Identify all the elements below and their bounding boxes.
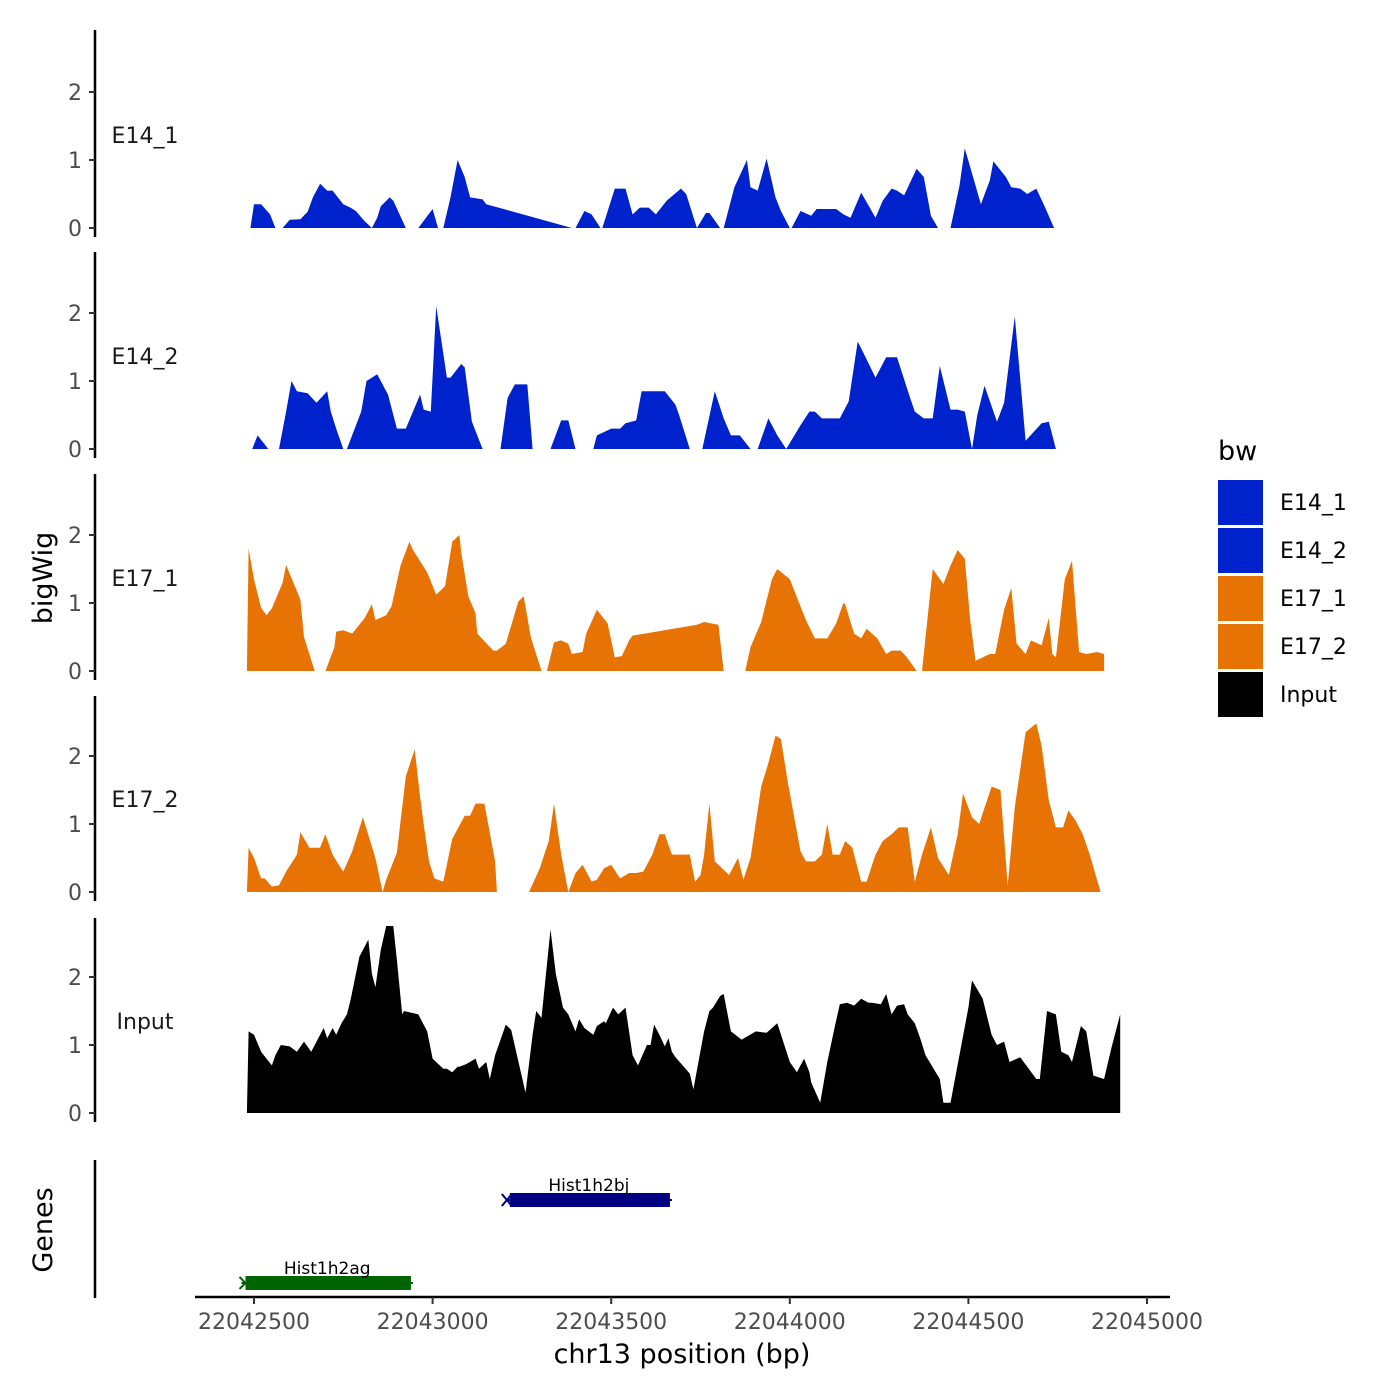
gene-strand-marker-Hist1h2ag [238, 1276, 247, 1290]
y-tick-label-Input-0: 0 [68, 1102, 82, 1127]
legend-key-E14_2 [1218, 528, 1263, 573]
y-tick-label-E14_2-0: 0 [68, 438, 82, 463]
legend-label-E17_1: E17_1 [1280, 587, 1347, 612]
signal-area-E14_2 [246, 306, 1097, 449]
legend-title: bw [1218, 436, 1257, 467]
y-tick-label-Input-2: 2 [68, 966, 82, 991]
y-tick-label-E17_1-1: 1 [68, 592, 82, 617]
legend-key-E14_1 [1218, 480, 1263, 525]
legend: bw E14_1 E14_2 E17_1 E17_2 Input [1218, 436, 1347, 717]
legend-label-Input: Input [1280, 683, 1337, 708]
y-tick-label-Input-1: 1 [68, 1034, 82, 1059]
track-label-E14_2: E14_2 [112, 345, 179, 370]
track-E14_1: 0 1 2 E14_1 [68, 30, 1087, 242]
x-tick-label-22042500: 22042500 [198, 1310, 310, 1335]
legend-key-E17_2 [1218, 624, 1263, 669]
gene-Hist1h2bj: Hist1h2bj [501, 1176, 672, 1207]
genes-axis-title: Genes [28, 1187, 59, 1272]
y-tick-label-E17_1-2: 2 [68, 524, 82, 549]
x-tick-label-22043500: 22043500 [555, 1310, 667, 1335]
track-E17_2: 0 1 2 E17_2 [68, 696, 1101, 906]
track-label-E17_1: E17_1 [112, 567, 179, 592]
legend-label-E14_1: E14_1 [1280, 491, 1347, 516]
legend-key-E17_1 [1218, 576, 1263, 621]
legend-label-E17_2: E17_2 [1280, 635, 1347, 660]
y-tick-label-E14_1-2: 2 [68, 81, 82, 106]
x-axis: 22042500 22043000 22043500 22044000 22044500… [195, 1295, 1203, 1335]
x-tick-label-22044000: 22044000 [734, 1310, 846, 1335]
track-E14_2: 0 1 2 E14_2 [68, 252, 1097, 463]
x-tick-label-22045000: 22045000 [1091, 1310, 1203, 1335]
y-tick-label-E17_1-0: 0 [68, 660, 82, 685]
x-tick-label-22044500: 22044500 [912, 1310, 1024, 1335]
y-tick-label-E14_1-1: 1 [68, 149, 82, 174]
gene-body-Hist1h2bj [509, 1193, 670, 1207]
y-tick-label-E17_2-0: 0 [68, 881, 82, 906]
legend-key-Input [1218, 672, 1263, 717]
track-Input: 0 1 2 Input [68, 918, 1121, 1127]
signal-area-E14_1 [250, 148, 1087, 228]
y-tick-label-E14_1-0: 0 [68, 217, 82, 242]
y-tick-label-E17_2-2: 2 [68, 745, 82, 770]
genes-panel: Hist1h2bj Hist1h2ag [93, 1160, 672, 1298]
track-label-Input: Input [117, 1010, 174, 1035]
signal-area-Input [246, 926, 1121, 1113]
y-axis-title: bigWig [28, 532, 59, 625]
y-tick-label-E14_2-2: 2 [68, 302, 82, 327]
gene-Hist1h2ag: Hist1h2ag [238, 1259, 413, 1290]
gene-label-Hist1h2bj: Hist1h2bj [548, 1176, 629, 1196]
track-E17_1: 0 1 2 E17_1 [68, 474, 1105, 685]
signal-area-E17_2 [246, 723, 1101, 892]
signal-area-E17_1 [246, 535, 1105, 671]
gene-strand-marker-Hist1h2bj [501, 1193, 513, 1207]
gene-label-Hist1h2ag: Hist1h2ag [284, 1259, 371, 1279]
x-axis-title: chr13 position (bp) [554, 1339, 811, 1370]
x-tick-label-22043000: 22043000 [377, 1310, 489, 1335]
legend-label-E14_2: E14_2 [1280, 539, 1347, 564]
y-tick-label-E17_2-1: 1 [68, 813, 82, 838]
track-label-E17_2: E17_2 [112, 788, 179, 813]
gene-body-Hist1h2ag [245, 1276, 411, 1290]
y-tick-label-E14_2-1: 1 [68, 370, 82, 395]
track-label-E14_1: E14_1 [112, 124, 179, 149]
signal-tracks: 0 1 2 E14_1 0 1 2 E14_2 0 1 2 E17_1 0 1 2 E17_2 0 1 2 Input [68, 30, 1121, 1127]
